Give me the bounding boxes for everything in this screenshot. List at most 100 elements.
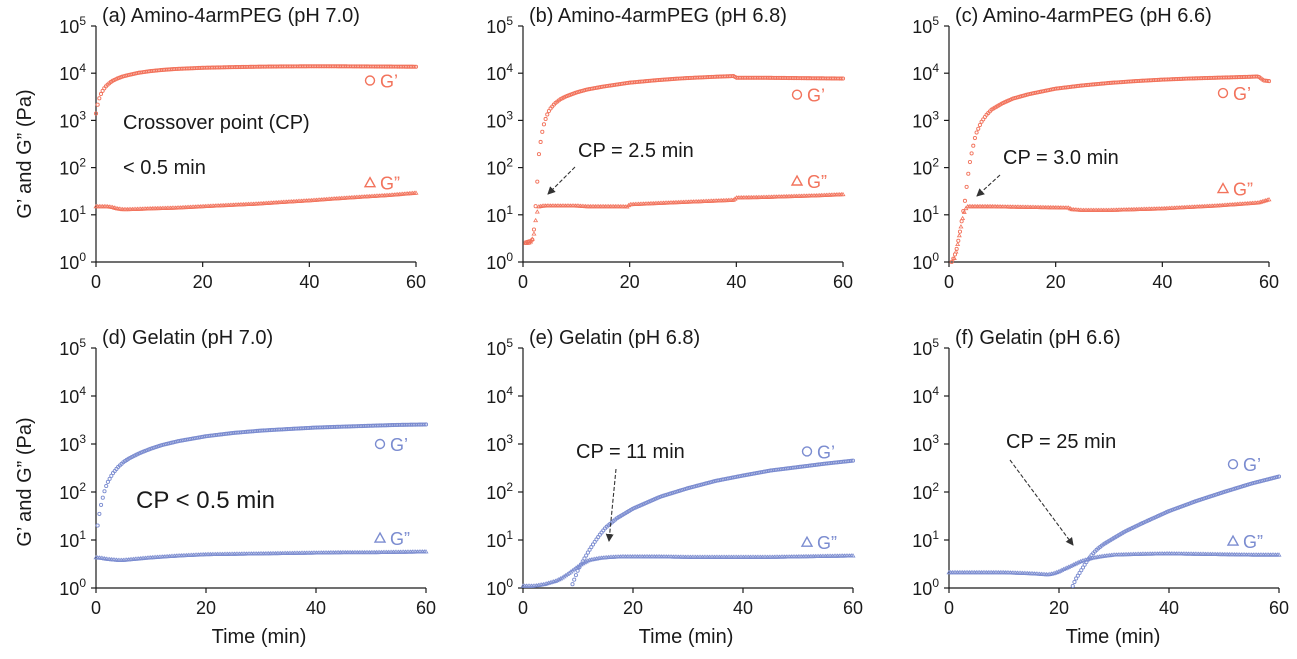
data-point [99,502,104,507]
legend-marker-gprime [791,89,803,100]
data-point [583,559,589,564]
y-tick-label-e: 100 [486,576,513,599]
data-point [1077,570,1082,576]
data-point [1059,567,1065,572]
data-point [974,130,979,135]
series-f-gdoubleprime [946,551,1282,577]
data-point [962,198,968,203]
x-tick-label-c: 20 [1046,272,1066,292]
data-point [1064,565,1070,570]
data-point [958,224,964,229]
data-point [540,129,545,134]
annotation-f: CP = 25 min [1006,431,1116,453]
y-tick-label-c: 104 [912,61,939,84]
annotation-b: CP = 2.5 min [578,140,694,162]
data-point [545,112,550,117]
legend-label-gdoubleprime: G” [817,533,837,553]
y-tick-label-f: 105 [912,336,939,359]
data-point [584,553,589,558]
data-point [423,549,429,554]
y-tick-label-c: 103 [912,108,939,131]
data-point [575,564,581,569]
data-point [1066,564,1072,569]
data-point [531,231,537,236]
panel-title-f: (f) Gelatin (pH 6.6) [955,327,1121,349]
data-point [1071,562,1077,567]
y-tick-label-b: 101 [486,203,513,226]
legend-marker-gdoubleprime [790,174,804,186]
data-point [536,152,542,157]
data-point [535,179,540,184]
data-point [582,559,588,565]
data-point [413,64,419,69]
data-point [100,495,105,500]
data-point [582,556,587,561]
data-point [1061,566,1067,572]
legend-marker-gdoubleprime [1216,182,1230,194]
panels-group: 100 101 102 103 104 105 0 20 40 60 (a) Amino-4armP… [59,5,1289,618]
x-tick-label-a: 40 [299,272,319,292]
y-tick-label-e: 105 [486,336,513,359]
series-b-gprime [523,74,846,245]
data-point [1076,559,1082,564]
y-tick-label-d: 100 [59,576,86,599]
data-point [1073,561,1079,566]
y-tick-label-b: 104 [486,61,513,84]
data-point [960,215,966,221]
legend-label-gdoubleprime: G” [380,174,400,194]
annotation-arrow-c [976,174,1001,197]
data-point [561,573,567,579]
x-tick-label-b: 0 [518,272,528,292]
x-tick-label-c: 60 [1259,272,1279,292]
y-tick-label-a: 100 [59,250,86,273]
panel-a: 100 101 102 103 104 105 0 20 40 60 (a) Amino-4armP… [59,5,426,292]
data-point [526,240,532,245]
data-point [1276,552,1282,557]
data-point [422,422,427,427]
data-point [529,236,535,241]
y-tick-label-e: 103 [486,432,513,455]
data-point [840,191,846,197]
data-point [578,561,584,567]
legend-label-gprime: G’ [807,86,825,106]
series-e-gprime [570,458,856,587]
data-point [97,96,102,101]
y-tick-label-c: 105 [912,14,939,37]
data-point [956,238,961,243]
data-point [576,563,582,568]
y-tick-label-e: 101 [486,528,513,551]
series-d-gdoubleprime [93,549,429,562]
x-tick-label-f: 0 [944,598,954,618]
x-tick-label-e: 40 [733,598,753,618]
legend-marker-gdoubleprime [800,535,814,547]
data-point [105,479,110,484]
x-tick-label-f: 60 [1269,598,1289,618]
data-point [1276,474,1282,479]
y-tick-label-f: 102 [912,480,939,503]
legend-label-gdoubleprime: G” [1243,532,1263,552]
data-point [1055,569,1061,574]
data-point [972,135,977,141]
data-point [104,483,109,489]
legend-label-gdoubleprime: G” [1233,180,1253,200]
annotation-a: < 0.5 min [123,157,206,179]
data-point [959,219,964,224]
data-point [949,259,954,265]
panel-d: 100 101 102 103 104 105 0 20 40 60 (d) Gelatin (pH… [59,327,436,618]
data-point [102,489,107,494]
data-point [964,184,969,189]
data-point [95,523,100,528]
data-point [951,256,956,261]
data-point [971,143,976,148]
data-point [97,511,102,516]
y-tick-label-d: 105 [59,336,86,359]
panel-title-d: (d) Gelatin (pH 7.0) [102,327,273,349]
data-point [580,560,586,566]
data-point [1057,568,1063,573]
y-tick-label-e: 102 [486,480,513,503]
data-point [1074,576,1079,581]
panel-title-b: (b) Amino-4armPEG (pH 6.8) [529,5,787,27]
y-tick-label-f: 104 [912,384,939,407]
data-point [849,458,854,463]
